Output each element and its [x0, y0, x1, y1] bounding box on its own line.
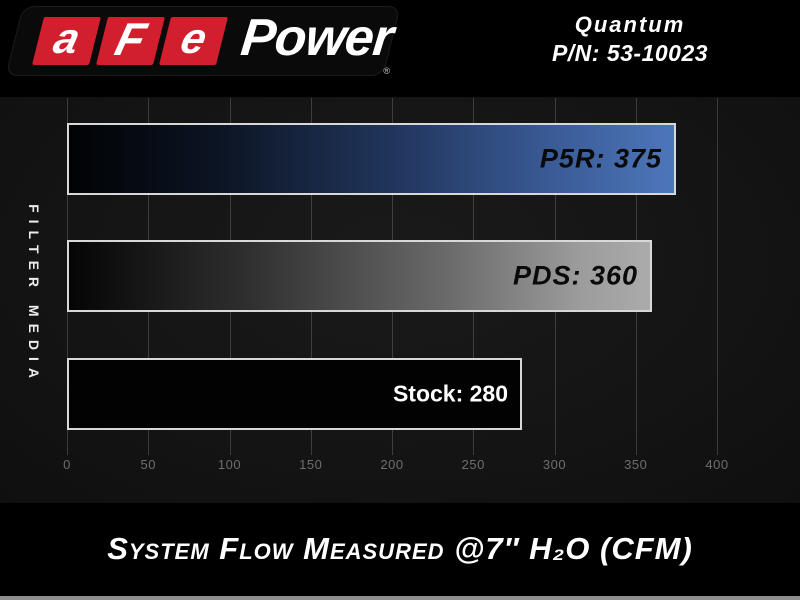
logo-tile-f: F: [95, 13, 165, 65]
y-axis-label: FILTER MEDIA: [26, 204, 42, 386]
x-tick-150: 150: [299, 457, 323, 472]
bottom-edge-strip: [0, 596, 800, 600]
x-tick-250: 250: [461, 457, 485, 472]
bar-p5r: P5R: 375: [67, 123, 676, 195]
footer: System Flow Measured @7″ H₂O (CFM): [0, 503, 800, 600]
bar-pds: PDS: 360: [67, 240, 652, 312]
x-tick-0: 0: [63, 457, 71, 472]
bar-label-stock: Stock: 280: [392, 380, 508, 407]
x-tick-350: 350: [624, 457, 648, 472]
plot-area: 0 50 100 150 200 250 300 350 400 P5R: 375 PDS: 360…: [63, 97, 787, 503]
x-tick-50: 50: [140, 457, 156, 472]
chart-title: System Flow Measured @7″ H₂O (CFM): [107, 531, 693, 566]
bar-stock: Stock: 280: [67, 358, 522, 430]
logo-letter-a: a: [48, 14, 85, 63]
registered-trademark-icon: ®: [383, 66, 390, 76]
product-part-number: P/N: 53-10023: [551, 40, 709, 66]
x-tick-200: 200: [380, 457, 404, 472]
header: a F e Power ® Quantum P/N: 53-10023: [0, 0, 800, 97]
logo-tile-e: e: [159, 14, 228, 65]
x-tick-300: 300: [542, 457, 567, 472]
product-info: Quantum P/N: 53-10023: [520, 12, 740, 67]
logo-power-text: Power: [238, 9, 396, 67]
afe-power-logo: a F e Power ®: [5, 6, 401, 76]
x-tick-100: 100: [217, 457, 242, 472]
bar-label-p5r: P5R: 375: [539, 143, 662, 174]
gridline-400: [717, 98, 718, 455]
logo-tile-a: a: [32, 14, 101, 65]
bar-label-pds: PDS: 360: [512, 260, 638, 291]
logo-letter-f: F: [109, 13, 151, 65]
logo-letter-e: e: [176, 14, 213, 63]
x-tick-400: 400: [705, 457, 729, 472]
product-name: Quantum: [574, 12, 686, 37]
bar-chart: FILTER MEDIA 0 50 100 150 200 250 300 350 400 P5R…: [0, 97, 800, 503]
